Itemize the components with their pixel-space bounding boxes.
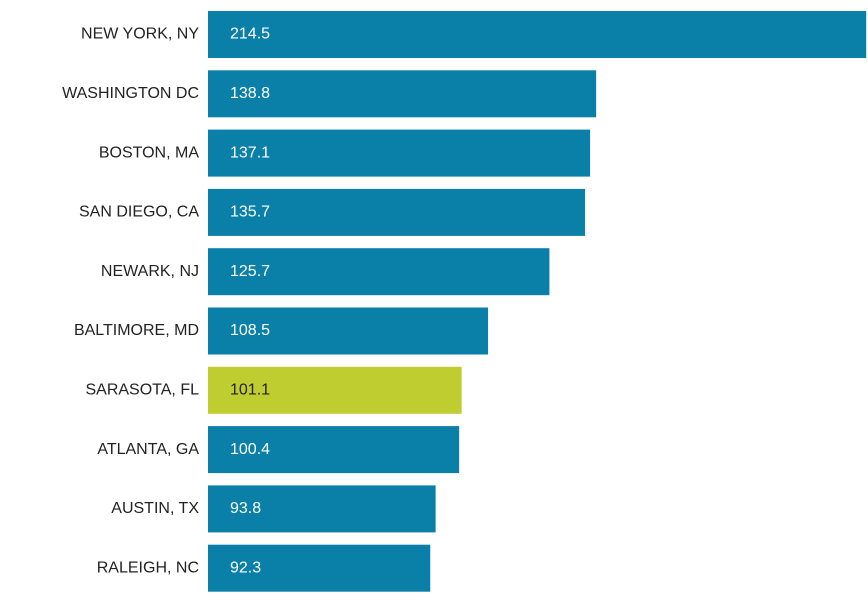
value-label: 125.7: [230, 263, 270, 280]
bar: [208, 485, 436, 533]
bar: [208, 544, 431, 592]
category-label: AUSTIN, TX: [111, 500, 199, 517]
value-label: 92.3: [230, 559, 261, 576]
value-label: 108.5: [230, 322, 270, 339]
value-label: 137.1: [230, 144, 270, 161]
category-label: ATLANTA, GA: [97, 441, 199, 458]
category-label: RALEIGH, NC: [97, 559, 199, 576]
value-label: 214.5: [230, 26, 270, 43]
bar: [208, 11, 867, 58]
value-label: 138.8: [230, 85, 270, 102]
category-label: SARASOTA, FL: [85, 382, 199, 399]
category-label: BOSTON, MA: [99, 144, 199, 161]
value-label: 135.7: [230, 204, 270, 221]
category-label: NEW YORK, NY: [81, 26, 199, 43]
bar: [208, 366, 462, 414]
bar: [208, 248, 550, 296]
value-label: 93.8: [230, 500, 261, 517]
category-label: SAN DIEGO, CA: [79, 204, 199, 221]
bar: [208, 70, 597, 118]
category-label: NEWARK, NJ: [101, 263, 199, 280]
value-label: 101.1: [230, 382, 270, 399]
bar: [208, 307, 489, 355]
bar: [208, 188, 586, 236]
category-label: BALTIMORE, MD: [74, 322, 199, 339]
bar: [208, 129, 591, 177]
value-label: 100.4: [230, 441, 270, 458]
bar: [208, 426, 460, 474]
category-label: WASHINGTON DC: [62, 85, 199, 102]
